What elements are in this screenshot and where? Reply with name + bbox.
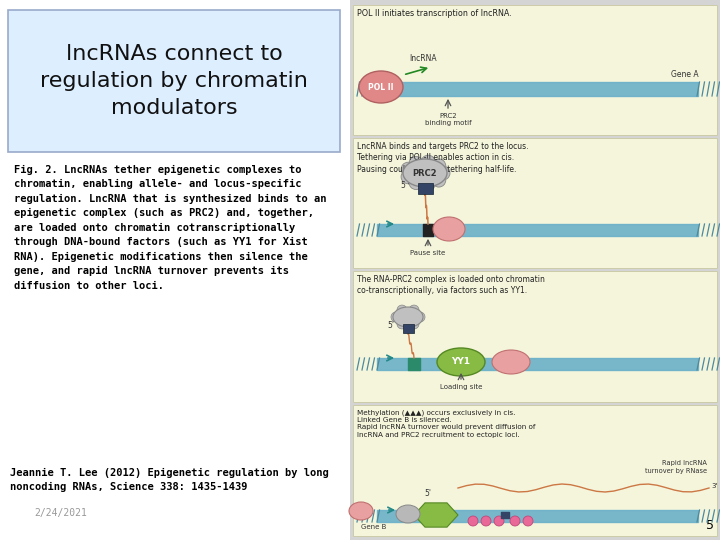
Circle shape (432, 173, 446, 187)
Circle shape (397, 319, 407, 329)
Text: ': ' (407, 183, 408, 188)
FancyBboxPatch shape (350, 0, 720, 540)
Circle shape (421, 155, 435, 169)
Text: Pause site: Pause site (410, 250, 446, 256)
Text: POL II: POL II (368, 83, 394, 91)
Text: POL II initiates transcription of lncRNA.: POL II initiates transcription of lncRNA… (357, 9, 512, 18)
Text: 2/24/2021: 2/24/2021 (34, 508, 87, 518)
Text: 5: 5 (400, 180, 405, 190)
Circle shape (409, 319, 419, 329)
FancyBboxPatch shape (8, 10, 340, 152)
Ellipse shape (403, 159, 447, 187)
Circle shape (401, 162, 415, 176)
Circle shape (391, 312, 401, 322)
FancyBboxPatch shape (353, 138, 717, 268)
Ellipse shape (492, 350, 530, 374)
Circle shape (481, 516, 491, 526)
Circle shape (523, 516, 533, 526)
Ellipse shape (393, 307, 423, 327)
FancyBboxPatch shape (402, 323, 413, 333)
Text: Rapid lncRNA
turnover by RNase: Rapid lncRNA turnover by RNase (645, 461, 707, 474)
Circle shape (436, 166, 450, 180)
Text: Gene A: Gene A (671, 70, 699, 79)
FancyBboxPatch shape (353, 5, 717, 135)
FancyBboxPatch shape (0, 0, 348, 540)
Text: 5': 5' (387, 321, 394, 329)
Text: Jeannie T. Lee (2012) Epigenetic regulation by long
noncoding RNAs, Science 338:: Jeannie T. Lee (2012) Epigenetic regulat… (10, 468, 329, 492)
Circle shape (432, 159, 446, 173)
Ellipse shape (437, 348, 485, 376)
Ellipse shape (349, 502, 373, 520)
Text: The RNA-PRC2 complex is loaded onto chromatin
co-transcriptionally, via factors : The RNA-PRC2 complex is loaded onto chro… (357, 275, 545, 295)
Text: Methylation (▲▲▲) occurs exclusively in cis.
Linked Gene B is silenced.
Rapid ln: Methylation (▲▲▲) occurs exclusively in … (357, 409, 536, 438)
Ellipse shape (433, 217, 465, 241)
Circle shape (409, 305, 419, 315)
Text: 5: 5 (706, 519, 714, 532)
Circle shape (401, 170, 415, 184)
Text: LncRNA binds and targets PRC2 to the locus.
Tethering via POL-II enables action : LncRNA binds and targets PRC2 to the loc… (357, 142, 528, 174)
Polygon shape (414, 503, 458, 527)
Circle shape (510, 516, 520, 526)
Text: PRC2: PRC2 (413, 168, 437, 178)
Circle shape (397, 305, 407, 315)
Circle shape (415, 312, 425, 322)
Text: Fig. 2. LncRNAs tether epigenetic complexes to
chromatin, enabling allele- and l: Fig. 2. LncRNAs tether epigenetic comple… (14, 165, 326, 291)
Circle shape (494, 516, 504, 526)
Text: Gene B: Gene B (361, 524, 387, 530)
Circle shape (409, 176, 423, 190)
Text: 5': 5' (424, 489, 431, 498)
Text: 3': 3' (711, 483, 717, 489)
Text: Loading site: Loading site (440, 384, 482, 390)
Text: lncRNAs connect to
regulation by chromatin
modulators: lncRNAs connect to regulation by chromat… (40, 44, 308, 118)
Text: lncRNA: lncRNA (409, 54, 436, 63)
Circle shape (421, 177, 435, 191)
Ellipse shape (396, 505, 420, 523)
FancyBboxPatch shape (353, 405, 717, 536)
Circle shape (468, 516, 478, 526)
FancyBboxPatch shape (353, 271, 717, 402)
Text: YY1: YY1 (451, 357, 470, 367)
Ellipse shape (359, 71, 403, 103)
Text: PRC2
binding motif: PRC2 binding motif (425, 113, 472, 126)
FancyBboxPatch shape (418, 183, 433, 193)
Circle shape (409, 157, 423, 171)
